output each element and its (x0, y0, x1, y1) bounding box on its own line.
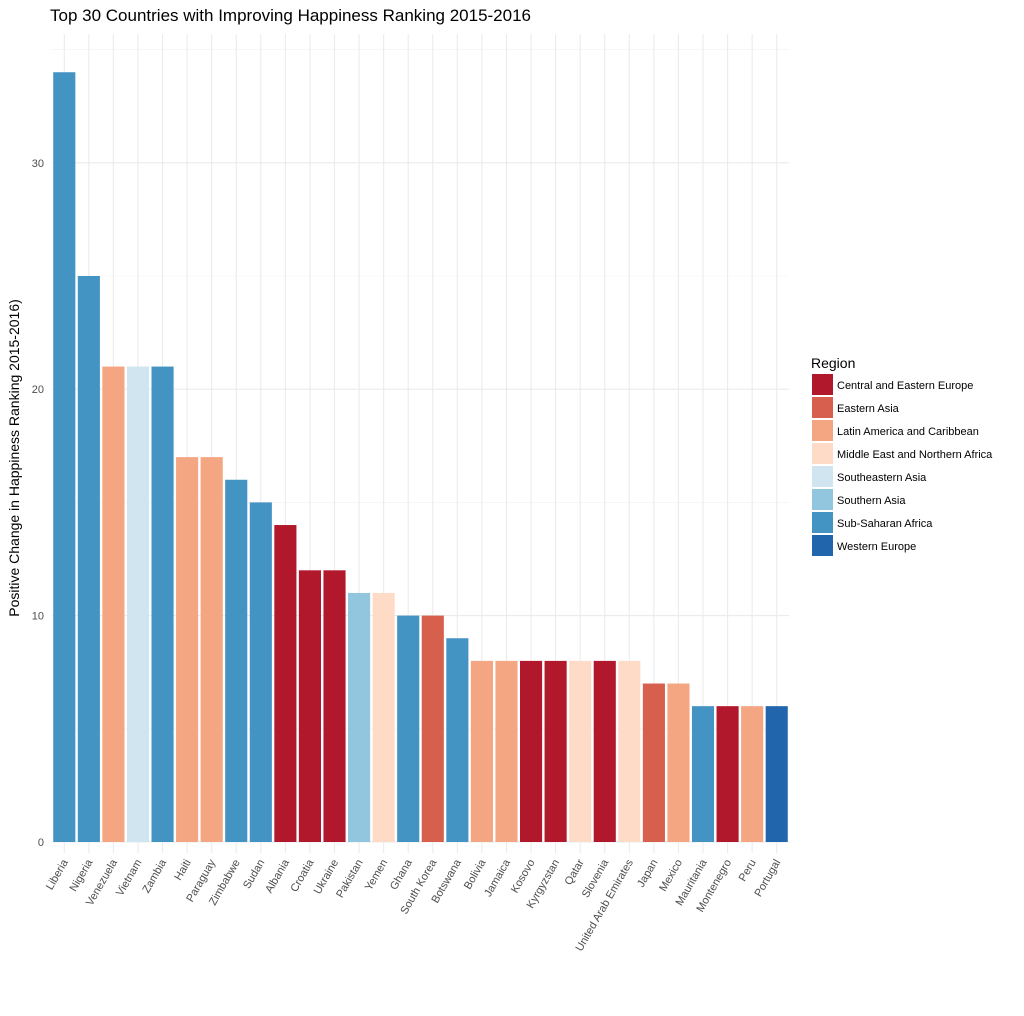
x-tick-label: Zambia (140, 857, 169, 896)
bar-albania (274, 525, 297, 842)
bar-zambia (151, 366, 174, 842)
x-tick-label: Sudan (241, 858, 267, 892)
bar-croatia (298, 570, 321, 842)
bar-nigeria (77, 276, 100, 842)
bar-paraguay (200, 457, 223, 842)
legend-item-label: Central and Eastern Europe (837, 380, 973, 392)
bar-liberia (53, 72, 76, 843)
legend-item-label: Southeastern Asia (837, 472, 927, 484)
x-tick-label: Japan (635, 858, 660, 890)
x-tick-label: Albania (263, 857, 292, 896)
bar-peru (741, 706, 764, 842)
legend-swatch (812, 535, 833, 556)
legend-swatch (812, 512, 833, 533)
bar-ukraine (323, 570, 346, 842)
legend-item-label: Sub-Saharan Africa (837, 518, 933, 530)
legend-title: Region (811, 355, 855, 371)
y-tick-label: 0 (38, 837, 44, 849)
bar-jamaica (495, 660, 518, 842)
bar-sudan (249, 502, 272, 842)
y-axis-ticks: 0 10 20 30 (32, 158, 44, 849)
bar-united-arab-emirates (618, 660, 641, 842)
chart-title: Top 30 Countries with Improving Happines… (50, 6, 531, 25)
bar-venezuela (102, 366, 125, 842)
legend-swatch (812, 443, 833, 464)
legend-swatch (812, 397, 833, 418)
legend-item-label: Latin America and Caribbean (837, 426, 979, 438)
y-tick-label: 20 (32, 384, 44, 396)
legend-swatch (812, 489, 833, 510)
bar-yemen (372, 592, 395, 842)
bar-haiti (176, 457, 199, 842)
x-tick-label: Yemen (363, 858, 390, 893)
y-axis-label: Positive Change in Happiness Ranking 201… (6, 299, 22, 617)
bar-kyrgyzstan (544, 660, 567, 842)
legend-item-label: Southern Asia (837, 495, 906, 507)
legend-swatch (812, 466, 833, 487)
bar-mexico (667, 683, 690, 842)
bar-botswana (446, 638, 469, 842)
legend-item-label: Eastern Asia (837, 403, 900, 415)
legend: Region Central and Eastern Europe Eastern… (811, 355, 993, 556)
bar-vietnam (126, 366, 150, 842)
bar-bolivia (470, 660, 493, 842)
bar-montenegro (716, 706, 739, 842)
x-tick-label: Qatar (563, 857, 587, 887)
x-tick-label: Haiti (172, 858, 193, 883)
bar-pakistan (348, 592, 371, 842)
bar-portugal (765, 706, 788, 842)
bar-south-korea (421, 615, 444, 842)
y-tick-label: 30 (32, 158, 44, 170)
legend-swatch (812, 374, 833, 395)
bars (53, 72, 788, 843)
legend-swatch (812, 420, 833, 441)
bar-qatar (569, 660, 592, 842)
x-tick-label: Peru (737, 858, 759, 884)
bar-kosovo (520, 660, 543, 842)
bar-slovenia (593, 660, 616, 842)
legend-item-label: Middle East and Northern Africa (837, 449, 993, 461)
y-tick-label: 10 (32, 611, 44, 623)
legend-item-label: Western Europe (837, 541, 916, 553)
bar-zimbabwe (225, 479, 248, 842)
bar-japan (642, 683, 665, 842)
bar-mauritania (691, 706, 715, 842)
bar-ghana (397, 615, 420, 842)
